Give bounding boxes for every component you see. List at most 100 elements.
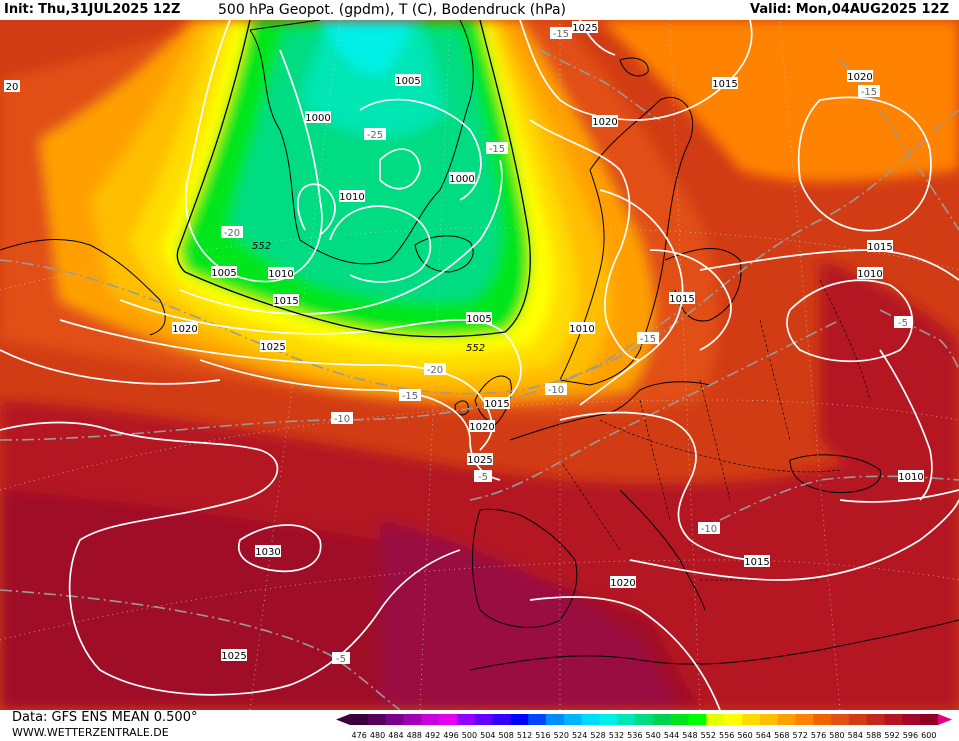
colorbar-tick-label: 492 bbox=[425, 731, 440, 740]
colorbar-arrow-high bbox=[938, 714, 952, 725]
isobar-label: 1010 bbox=[569, 324, 594, 335]
isobars bbox=[0, 19, 959, 711]
isobar-label: 1020 bbox=[172, 324, 197, 335]
colorbar-swatch bbox=[866, 714, 886, 725]
chart-header: Init: Thu,31JUL2025 12Z 500 hPa Geopot. … bbox=[0, 0, 959, 20]
colorbar-tick-label: 564 bbox=[756, 731, 771, 740]
valid-time: Valid: Mon,04AUG2025 12Z bbox=[750, 2, 949, 17]
colorbar-tick-label: 508 bbox=[499, 731, 514, 740]
colorbar-tick-label: 480 bbox=[370, 731, 385, 740]
isotherm-label: -10 bbox=[701, 524, 717, 535]
isobar-label: 1015 bbox=[669, 294, 694, 305]
coastlines bbox=[0, 19, 959, 671]
geopot-label: 552 bbox=[466, 343, 485, 354]
isobar-label: 1010 bbox=[268, 269, 293, 280]
isobar-label: 1015 bbox=[744, 557, 769, 568]
colorbar-tick-label: 476 bbox=[352, 731, 367, 740]
colorbar-swatch bbox=[492, 714, 511, 725]
colorbar-swatch bbox=[617, 714, 636, 725]
colorbar-tick-label: 528 bbox=[590, 731, 605, 740]
geopotential-labels: 552 552 bbox=[252, 241, 485, 354]
isobar-label: 1005 bbox=[211, 268, 236, 279]
weather-map: 1025 1015 1020 1020 1005 1000 1010 1000 … bbox=[0, 19, 959, 711]
isobar-label: 1010 bbox=[339, 192, 364, 203]
isobar-label: 1020 bbox=[592, 117, 617, 128]
colorbar-swatch bbox=[902, 714, 921, 725]
isobar-label: 1005 bbox=[466, 314, 491, 325]
isobar-label: 1025 bbox=[260, 342, 285, 353]
isobar-labels: 1025 1015 1020 1020 1005 1000 1010 1000 … bbox=[4, 21, 924, 662]
isobar-label: 20 bbox=[6, 82, 19, 93]
colorbar-swatch bbox=[831, 714, 850, 725]
colorbar-swatch bbox=[421, 714, 440, 725]
colorbar-swatch bbox=[884, 714, 903, 725]
colorbar-swatch bbox=[706, 714, 725, 725]
isobar-label: 1015 bbox=[867, 242, 892, 253]
colorbar-tick-label: 568 bbox=[774, 731, 789, 740]
colorbar-swatch bbox=[652, 714, 672, 725]
isotherm-label: -15 bbox=[489, 144, 505, 155]
colorbar-swatch bbox=[528, 714, 547, 725]
isotherm-label: -10 bbox=[334, 414, 350, 425]
colorbar-tick-label: 524 bbox=[572, 731, 587, 740]
colorbar-tick-label: 552 bbox=[701, 731, 716, 740]
isotherm-label: -5 bbox=[478, 472, 488, 483]
colorbar-tick-label: 556 bbox=[719, 731, 734, 740]
colorbar-tick-label: 584 bbox=[848, 731, 863, 740]
geopot-label: 552 bbox=[252, 241, 271, 252]
isobar-label: 1015 bbox=[484, 399, 509, 410]
isotherm-label: -25 bbox=[367, 130, 383, 141]
colorbar-tick-label: 536 bbox=[627, 731, 642, 740]
isotherm-label: -20 bbox=[427, 365, 443, 376]
isobar-label: 1020 bbox=[469, 422, 494, 433]
isobar-label: 1015 bbox=[712, 79, 737, 90]
colorbar-swatch bbox=[581, 714, 600, 725]
isobar-label: 1025 bbox=[221, 651, 246, 662]
colorbar-tick-label: 580 bbox=[829, 731, 844, 740]
isotherm-label: -15 bbox=[402, 391, 418, 402]
colorbar-swatch bbox=[385, 714, 404, 725]
colorbar-swatch bbox=[742, 714, 761, 725]
colorbar-swatch bbox=[403, 714, 422, 725]
colorbar-swatch bbox=[724, 714, 743, 725]
isotherm-label: -15 bbox=[861, 87, 877, 98]
isobar-label: 1000 bbox=[305, 113, 330, 124]
isotherm-label: -20 bbox=[224, 228, 240, 239]
colorbar-swatch bbox=[367, 714, 387, 725]
isobar-label: 1025 bbox=[572, 23, 597, 34]
colorbar-tick-label: 512 bbox=[517, 731, 532, 740]
init-time: Init: Thu,31JUL2025 12Z bbox=[4, 2, 181, 17]
isobar-label: 1000 bbox=[449, 174, 474, 185]
isobar-label: 1010 bbox=[857, 269, 882, 280]
colorbar-tick-label: 532 bbox=[609, 731, 624, 740]
colorbar-swatch bbox=[510, 714, 529, 725]
colorbar-swatch bbox=[670, 714, 690, 725]
isotherm-label: -15 bbox=[553, 29, 569, 40]
colorbar-swatch bbox=[848, 714, 868, 725]
colorbar-swatch bbox=[920, 714, 939, 725]
colorbar-swatch bbox=[599, 714, 618, 725]
colorbar-swatch bbox=[813, 714, 832, 725]
map-svg: 1025 1015 1020 1020 1005 1000 1010 1000 … bbox=[0, 19, 959, 711]
colorbar-tick-label: 504 bbox=[480, 731, 495, 740]
colorbar-tick-label: 592 bbox=[884, 731, 899, 740]
colorbar-swatch bbox=[563, 714, 583, 725]
colorbar-swatch bbox=[688, 714, 707, 725]
isobar-label: 1010 bbox=[898, 472, 923, 483]
colorbar-tick-label: 576 bbox=[811, 731, 826, 740]
colorbar-swatch bbox=[795, 714, 814, 725]
isobar-label: 1030 bbox=[255, 547, 280, 558]
geopotential-shading bbox=[0, 20, 959, 710]
isobar-label: 1025 bbox=[467, 455, 492, 466]
colorbar-tick-label: 484 bbox=[388, 731, 403, 740]
colorbar-tick-label: 520 bbox=[554, 731, 569, 740]
colorbar-tick-label: 588 bbox=[866, 731, 881, 740]
isobar-label: 1020 bbox=[610, 578, 635, 589]
chart-footer: Data: GFS ENS MEAN 0.500° WWW.WETTERZENT… bbox=[0, 710, 959, 741]
isotherm-label: -15 bbox=[640, 334, 656, 345]
colorbar-swatch bbox=[350, 714, 369, 725]
colorbar-tick-label: 544 bbox=[664, 731, 679, 740]
data-source: Data: GFS ENS MEAN 0.500° bbox=[12, 710, 198, 725]
borders bbox=[559, 279, 871, 581]
colorbar-swatch bbox=[777, 714, 796, 725]
